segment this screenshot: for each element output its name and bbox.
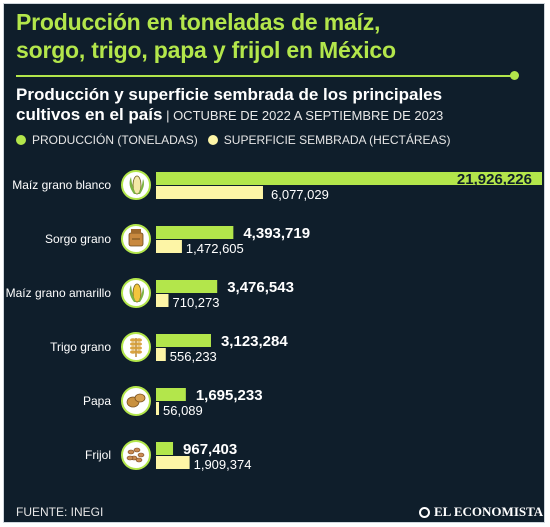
beans-icon — [126, 455, 134, 461]
beans-icon — [137, 452, 145, 458]
sorghum-bag-icon-tie — [131, 229, 141, 233]
wheat-icon-grain — [136, 342, 142, 346]
surface-value-label: 6,077,029 — [271, 187, 329, 202]
source-note: FUENTE: INEGI — [16, 505, 104, 519]
surface-value-label: 710,273 — [173, 295, 220, 310]
wheat-icon-grain — [130, 350, 136, 354]
production-bar — [156, 442, 174, 455]
brand-mark-icon — [419, 506, 430, 518]
legend-production-label: PRODUCCIÓN (TONELADAS) — [32, 133, 198, 147]
production-value-label: 21,926,226 — [457, 171, 532, 188]
subtitle-separator: | — [162, 108, 174, 123]
surface-bar — [156, 348, 166, 361]
surface-bar — [156, 294, 169, 307]
infographic: Producción en toneladas de maíz, sorgo, … — [3, 3, 545, 523]
production-value-label: 1,695,233 — [196, 387, 263, 404]
beans-icon — [127, 449, 135, 455]
wheat-icon-grain — [136, 350, 142, 354]
production-bar — [156, 172, 542, 185]
beans-icon-badge — [121, 440, 151, 470]
category-label: Frijol — [85, 448, 111, 462]
brand-name: EL ECONOMISTA — [434, 504, 544, 519]
surface-value-label: 556,233 — [170, 349, 217, 364]
headline-line-1: Producción en toneladas de maíz, — [16, 9, 381, 35]
production-value-label: 967,403 — [183, 441, 237, 458]
beans-icon — [133, 447, 141, 453]
chart-subtitle: Producción y superficie sembrada de los … — [16, 85, 536, 126]
beans-icon — [135, 457, 143, 463]
surface-value-label: 1,909,374 — [194, 457, 252, 472]
wheat-icon-grain — [136, 346, 142, 350]
subtitle-line-2: cultivos en el país — [16, 105, 163, 124]
production-bar — [156, 226, 234, 239]
potato-icon-second — [134, 393, 146, 403]
legend: PRODUCCIÓN (TONELADAS) SUPERFICIE SEMBRA… — [16, 133, 451, 147]
legend-surface-label: SUPERFICIE SEMBRADA (HECTÁREAS) — [223, 133, 451, 147]
production-bar — [156, 334, 211, 347]
subtitle-line-1: Producción y superficie sembrada de los … — [16, 85, 443, 104]
legend-surface-dot — [207, 135, 218, 145]
yellow-corn-icon-leaf-right — [138, 287, 144, 302]
production-value-label: 4,393,719 — [243, 225, 310, 242]
production-value-label: 3,123,284 — [221, 333, 288, 350]
headline-rule-dot — [510, 71, 519, 80]
corn-icon — [132, 175, 142, 195]
category-label: Trigo grano — [50, 340, 111, 354]
legend-production-dot — [16, 135, 26, 145]
corn-icon-leaf-left — [129, 177, 136, 194]
bar-chart: Maíz grano blanco 21,926,226 6,077,029 Sorg… — [6, 170, 542, 472]
headline-line-2: sorgo, trigo, papa y frijol en México — [16, 37, 396, 63]
production-bar — [156, 280, 218, 293]
subtitle-period: OCTUBRE DE 2022 A SEPTIEMBRE DE 2023 — [173, 108, 444, 123]
wheat-icon-grain — [130, 338, 136, 342]
surface-value-label: 1,472,605 — [186, 241, 244, 256]
yellow-corn-icon — [132, 283, 142, 303]
category-label: Sorgo grano — [45, 232, 111, 246]
wheat-icon-grain — [130, 342, 136, 346]
category-label: Maíz grano amarillo — [6, 286, 112, 300]
wheat-icon-grain — [136, 338, 142, 342]
surface-bar — [156, 186, 263, 199]
yellow-corn-icon-leaf-left — [129, 285, 136, 302]
corn-icon-leaf-right — [138, 179, 144, 194]
wheat-icon-grain — [130, 346, 136, 350]
headline: Producción en toneladas de maíz, sorgo, … — [16, 8, 536, 64]
production-bar — [156, 388, 186, 401]
surface-bar — [156, 240, 182, 253]
surface-bar — [156, 456, 190, 469]
headline-rule — [16, 75, 516, 77]
category-label: Papa — [83, 394, 111, 408]
production-value-label: 3,476,543 — [227, 279, 294, 296]
surface-bar — [156, 402, 159, 415]
brand-logo: EL ECONOMISTA — [419, 504, 543, 520]
surface-value-label: 56,089 — [163, 403, 203, 418]
category-label: Maíz grano blanco — [12, 178, 111, 192]
